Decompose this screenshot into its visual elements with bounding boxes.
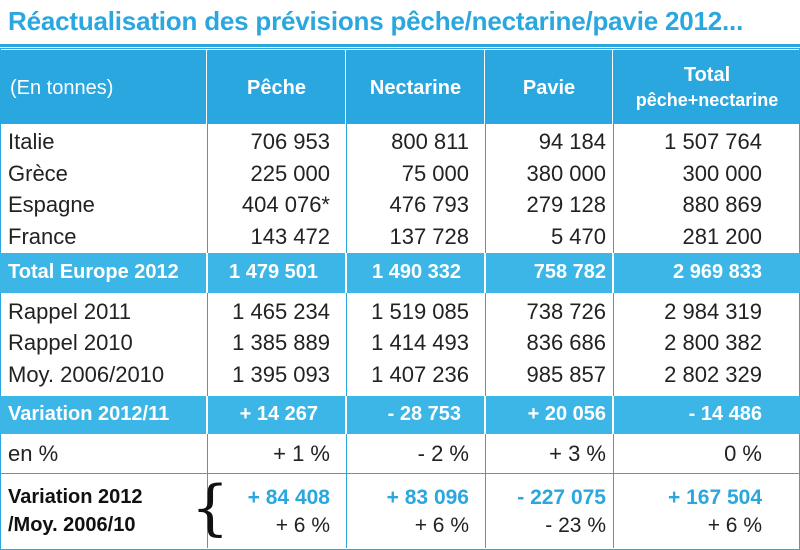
cell-total: 2 969 833 [673,261,762,283]
cell-nectarine: 137 728 [389,224,469,249]
cell-nectarine: 1 490 332 [372,261,461,283]
cell-peche: 1 479 501 [229,261,318,283]
cell-total: + 167 504 [667,486,762,509]
cell-nectarine: 800 811 [391,129,469,154]
cell-peche: 1 395 093 [232,362,330,387]
cell-peche-pct: + 6 % [275,514,330,537]
cell-pavie: 836 686 [526,330,606,355]
cell-nectarine: - 28 753 [387,403,461,425]
cell-total: 2 802 329 [664,362,762,387]
cell-nectarine: - 2 % [417,441,469,466]
cell-peche: + 84 408 [247,486,330,509]
cell-total: 300 000 [682,161,762,186]
cell-peche: 1 385 889 [232,330,330,355]
divider [612,396,614,434]
cell-peche: + 14 267 [239,403,318,425]
title-underline [0,44,800,47]
cell-pavie-pct: - 23 % [545,514,606,537]
cell-pavie: + 20 056 [527,403,606,425]
row-label: Italie [8,129,55,154]
cell-pavie: 5 470 [550,224,606,249]
brace-icon: { [191,473,230,543]
header-total-sub: pêche+nectarine [635,90,779,110]
cell-peche: 1 465 234 [232,299,330,324]
row-label: Variation 2012/11 [8,403,170,425]
cell-pavie: 758 782 [533,261,606,283]
cell-nectarine: 1 407 236 [371,362,469,387]
cell-peche: 404 076* [241,192,330,217]
header-peche: Pêche [247,77,306,99]
row-label-line2: /Moy. 2006/10 [8,514,136,536]
row-label: en % [8,441,59,466]
cell-nectarine: 476 793 [389,192,469,217]
row-label: Rappel 2011 [8,299,132,324]
cell-peche: 143 472 [250,224,330,249]
row-label: Espagne [8,192,95,217]
divider [206,253,208,293]
cell-total: 2 800 382 [664,330,762,355]
column-line [485,50,486,548]
cell-nectarine: 75 000 [401,161,469,186]
cell-pavie: 985 857 [526,362,606,387]
row-separator [0,473,800,474]
cell-pavie: 380 000 [526,161,606,186]
column-line [613,50,614,548]
cell-peche: + 1 % [273,441,330,466]
row-label-line1: Variation 2012 [8,486,143,508]
cell-peche: 706 953 [250,129,330,154]
cell-pavie: - 227 075 [517,486,606,509]
row-label: Grèce [8,161,68,186]
cell-pavie: + 3 % [549,441,606,466]
header-pavie: Pavie [522,77,576,99]
cell-nectarine: 1 414 493 [371,330,469,355]
divider [345,396,347,434]
cell-total: - 14 486 [688,403,762,425]
cell-total-pct: + 6 % [707,514,762,537]
cell-total: 1 507 764 [664,129,762,154]
cell-total: 281 200 [682,224,762,249]
header-unit: (En tonnes) [10,77,114,99]
cell-nectarine: 1 519 085 [371,299,469,324]
cell-pavie: 94 184 [538,129,606,154]
header-total: Total [683,64,731,86]
row-label: Rappel 2010 [8,330,133,355]
cell-total: 880 869 [682,192,762,217]
row-label: France [8,224,77,249]
variation-band [0,396,800,434]
cell-total: 2 984 319 [664,299,762,324]
row-label: Total Europe 2012 [8,261,179,283]
cell-pavie: 279 128 [526,192,606,217]
row-label: Moy. 2006/2010 [8,362,165,387]
cell-nectarine: + 83 096 [386,486,469,509]
divider [484,253,486,293]
cell-nectarine-pct: + 6 % [414,514,469,537]
header-nectarine: Nectarine [369,77,462,99]
divider [484,396,486,434]
divider [206,396,208,434]
column-line [207,50,208,548]
total-europe-band [0,253,800,293]
page-title: Réactualisation des prévisions pêche/nec… [8,6,744,36]
divider [345,253,347,293]
table-header [0,50,800,124]
column-line [346,50,347,548]
divider [612,253,614,293]
cell-peche: 225 000 [250,161,330,186]
cell-total: 0 % [724,441,762,466]
cell-pavie: 738 726 [526,299,606,324]
